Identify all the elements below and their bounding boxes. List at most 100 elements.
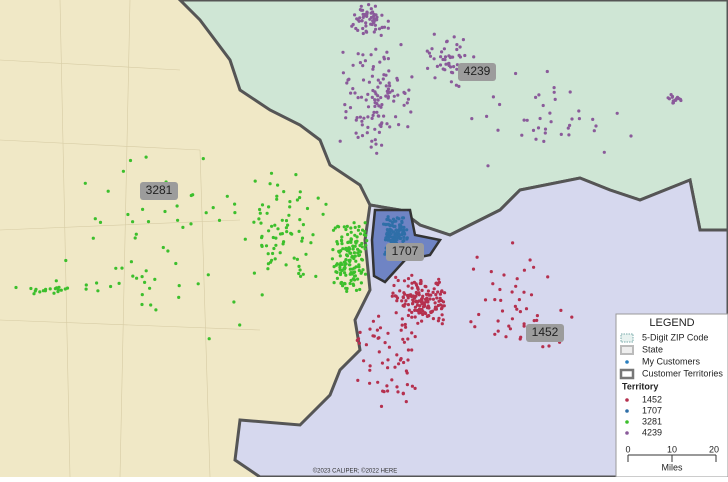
customer-point [373,127,377,131]
customer-point [455,43,459,47]
customer-point [361,12,365,16]
customer-point [522,118,526,122]
customer-point [126,212,130,217]
customer-point [295,257,299,261]
customer-point [401,295,405,299]
customer-point [356,378,360,382]
customer-point [400,317,404,321]
customer-point [477,312,481,317]
customer-point [278,251,282,255]
customer-point [483,298,488,302]
customer-point [338,265,342,269]
customer-point [201,157,205,161]
customer-point [267,229,271,233]
customer-point [351,277,355,281]
customer-point [394,311,398,315]
customer-point [374,142,378,146]
customer-point [416,287,420,291]
customer-point [410,286,414,290]
legend-entry: 1452 [642,394,662,404]
customer-point [378,326,383,330]
customer-point [369,7,373,11]
customer-point [301,223,305,227]
customer-point [510,241,515,245]
customer-point [382,55,386,59]
customer-point [549,120,553,124]
customer-point [358,232,363,236]
customer-point [444,62,448,66]
customer-point [176,218,180,222]
customer-point [304,252,308,256]
customer-point [206,273,210,277]
customer-point [374,92,378,96]
customer-point [331,228,336,232]
customer-point [298,268,302,272]
customer-point [129,260,133,264]
customer-point [371,67,375,71]
customer-point [361,8,365,12]
legend-entry: 1707 [642,405,662,415]
customer-point [351,63,355,67]
customer-point [337,250,342,254]
customer-point [351,244,355,248]
customer-point [375,15,379,19]
customer-point [399,43,403,47]
customer-point [348,281,352,286]
customer-point [398,226,402,230]
customer-point [316,196,320,200]
customer-point [401,239,405,243]
customer-point [629,134,633,138]
customer-point [491,282,495,286]
customer-point [347,240,351,244]
scale-label: 20 [709,444,719,454]
customer-point [140,302,144,307]
customer-point [271,235,275,240]
customer-point [431,317,435,321]
customer-point [360,257,364,261]
customer-point [413,386,417,390]
customer-point [370,95,374,99]
customer-point [437,280,441,284]
customer-point [267,205,271,209]
customer-point [515,277,519,281]
customer-point [547,344,551,348]
customer-point [309,241,313,245]
territory-label: 1707 [392,244,419,258]
customer-point [522,268,527,272]
customer-point [396,93,400,97]
customer-point [344,116,348,120]
customer-point [440,322,444,326]
customer-point [679,98,683,103]
customer-point [440,298,444,303]
customer-point [410,384,414,388]
customer-point [270,224,274,228]
customer-point [499,298,503,302]
customer-point [331,248,335,252]
customer-point [354,131,358,135]
customer-point [373,104,377,108]
customer-point [356,135,360,139]
customer-point [371,319,375,323]
customer-point [287,213,291,217]
customer-point [273,223,277,227]
customer-point [189,222,193,226]
scale-label: 10 [667,444,677,454]
customer-point [114,266,118,270]
customer-point [217,218,222,222]
customer-point [404,400,408,404]
customer-point [285,230,289,234]
customer-point [386,57,390,61]
customer-point [410,348,414,352]
customer-point [353,225,357,229]
customer-point [345,81,349,85]
customer-point [355,338,359,342]
customer-point [386,238,390,242]
customer-point [431,297,435,301]
customer-point [402,360,406,365]
legend-entry: 4239 [642,427,662,437]
customer-point [354,265,358,269]
customer-point [341,284,345,288]
customer-point [343,271,347,275]
customer-point [410,331,414,335]
customer-point [395,238,399,242]
